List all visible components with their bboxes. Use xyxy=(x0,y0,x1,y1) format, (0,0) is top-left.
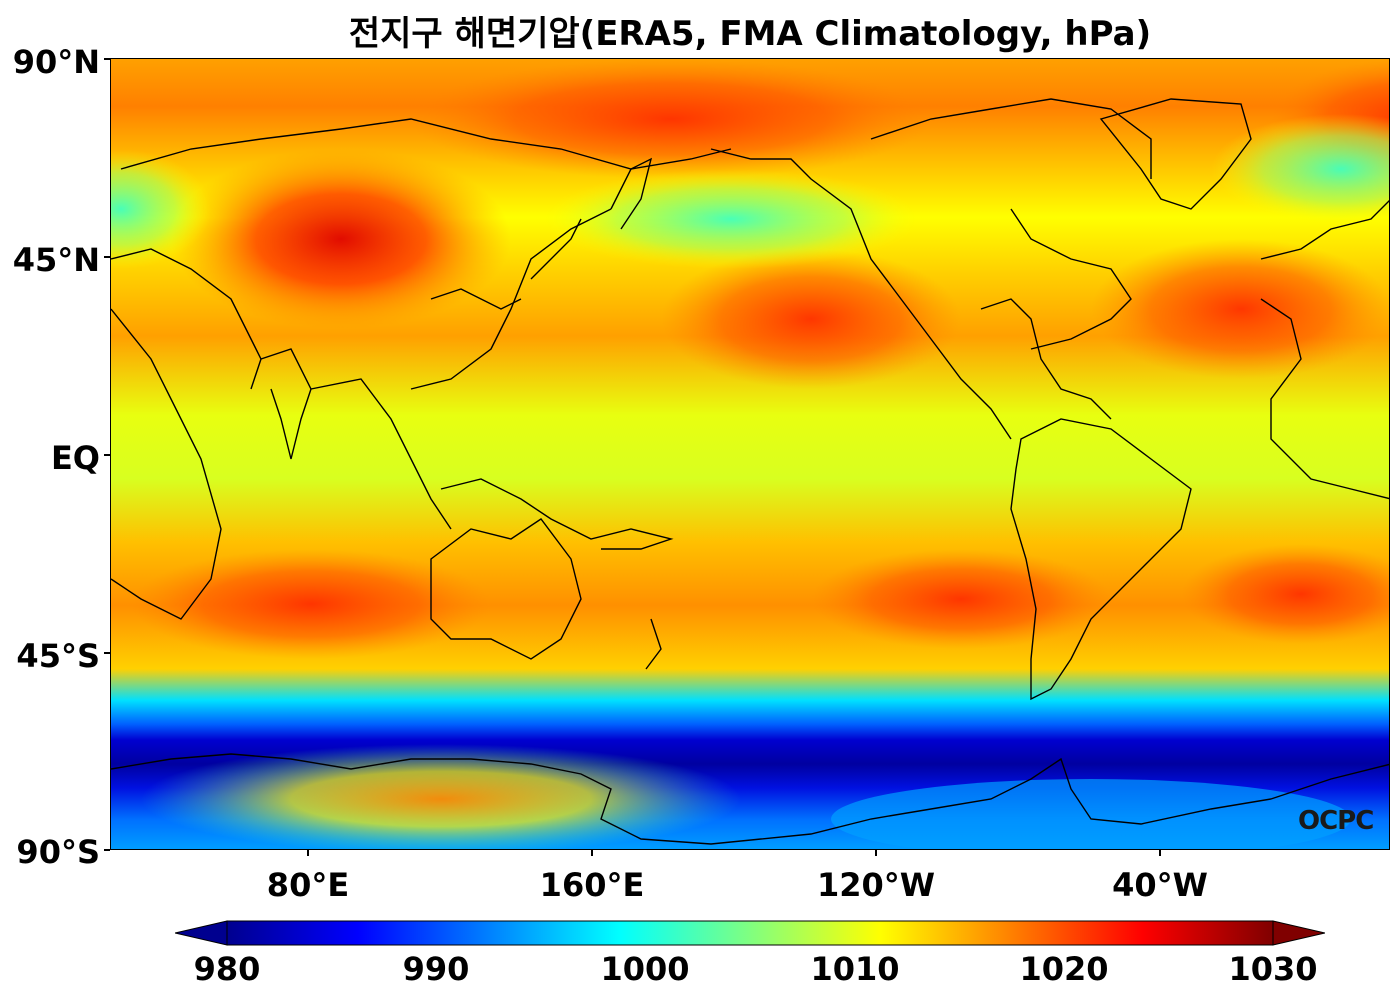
lon-tick xyxy=(1159,850,1161,856)
colorbar-svg xyxy=(174,920,1326,946)
colorbar-tick-990: 990 xyxy=(402,950,470,988)
pressure-field xyxy=(111,59,1389,849)
lat-tick xyxy=(104,58,110,60)
coastlines xyxy=(111,98,1389,845)
colorbar-tick-1010: 1010 xyxy=(810,950,900,988)
lon-tick xyxy=(875,850,877,856)
colorbar-tick-1020: 1020 xyxy=(1019,950,1109,988)
lon-tick xyxy=(591,850,593,856)
colorbar-gradient xyxy=(226,920,1274,946)
lon-label-120w: 120°W xyxy=(816,866,936,904)
lat-tick xyxy=(104,454,110,456)
lat-tick xyxy=(104,849,110,851)
lat-label-90n: 90°N xyxy=(12,43,100,81)
lat-label-90s: 90°S xyxy=(16,833,100,871)
lat-tick xyxy=(104,652,110,654)
lon-tick xyxy=(307,850,309,856)
lon-label-80e: 80°E xyxy=(266,866,350,904)
lat-label-eq: EQ xyxy=(50,439,100,477)
colorbar xyxy=(174,920,1326,946)
lon-label-160e: 160°E xyxy=(539,866,645,904)
ocpc-watermark: OCPC xyxy=(1298,806,1374,836)
lon-label-40w: 40°W xyxy=(1112,866,1208,904)
lat-label-45n: 45°N xyxy=(12,241,100,279)
colorbar-extend-min xyxy=(174,920,228,946)
colorbar-tick-1000: 1000 xyxy=(600,950,690,988)
colorbar-tick-980: 980 xyxy=(193,950,261,988)
lat-tick xyxy=(104,256,110,258)
colorbar-tick-1030: 1030 xyxy=(1228,950,1318,988)
lat-label-45s: 45°S xyxy=(16,637,100,675)
map-title: 전지구 해면기압(ERA5, FMA Climatology, hPa) xyxy=(348,14,1152,54)
colorbar-extend-max xyxy=(1272,920,1326,946)
pressure-map xyxy=(110,58,1390,850)
